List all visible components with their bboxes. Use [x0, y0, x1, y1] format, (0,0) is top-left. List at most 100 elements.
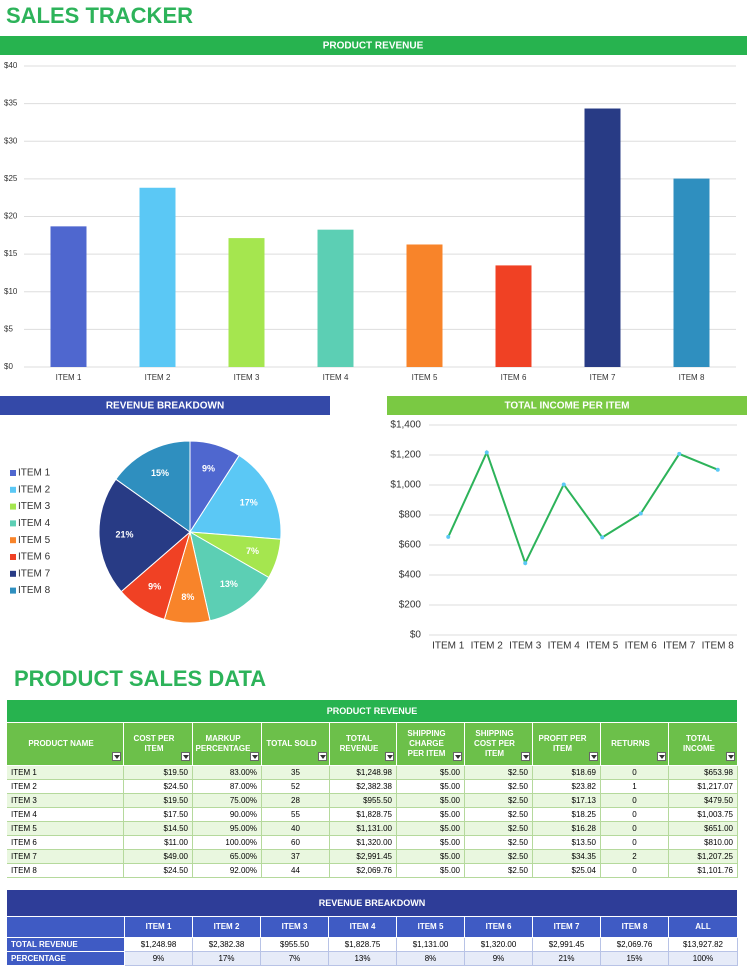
- bar: [317, 229, 354, 367]
- table-cell: 8%: [397, 952, 465, 966]
- filter-button[interactable]: [250, 752, 259, 761]
- table-cell: $5.00: [397, 780, 465, 794]
- legend-swatch: [10, 587, 16, 594]
- legend-swatch: [10, 554, 16, 560]
- table-cell: $2.50: [465, 808, 533, 822]
- table-cell: 0: [601, 766, 669, 780]
- table-cell: 0: [601, 822, 669, 836]
- table-cell: $2,382.38: [193, 938, 261, 952]
- slice-label: 15%: [151, 468, 169, 478]
- table-cell: $2.50: [465, 822, 533, 836]
- pie-slice: [98, 478, 191, 593]
- legend-swatch: [10, 570, 16, 577]
- filter-button[interactable]: [657, 752, 666, 761]
- column-header: PRODUCT NAME: [7, 723, 124, 766]
- filter-button[interactable]: [385, 752, 394, 761]
- table-cell: ITEM 1: [7, 766, 124, 780]
- table-cell: 40: [262, 822, 330, 836]
- table-cell: 9%: [125, 952, 193, 966]
- table-cell: $1,101.76: [669, 864, 738, 878]
- x-tick-label: ITEM 7: [663, 641, 696, 652]
- table-cell: $13.50: [533, 836, 601, 850]
- slice-label: 17%: [240, 497, 258, 507]
- table-cell: $2,991.45: [330, 850, 397, 864]
- table-cell: 92.00%: [193, 864, 262, 878]
- table-cell: 21%: [533, 952, 601, 966]
- table-cell: ITEM 1: [125, 917, 193, 938]
- table-cell: 90.00%: [193, 808, 262, 822]
- table-cell: $17.13: [533, 794, 601, 808]
- table-cell: 2: [601, 850, 669, 864]
- line: [447, 449, 719, 566]
- y-tick-label: $400: [399, 570, 422, 581]
- line-point: [715, 467, 720, 472]
- line-point: [600, 535, 605, 540]
- table-cell: 65.00%: [193, 850, 262, 864]
- table-cell: ITEM 6: [7, 836, 124, 850]
- table-cell: 15%: [601, 952, 669, 966]
- x-tick-label: ITEM 2: [145, 373, 171, 382]
- table-cell: $1,828.75: [329, 938, 397, 952]
- x-tick-label: ITEM 2: [471, 641, 504, 652]
- x-tick-label: ITEM 7: [590, 373, 616, 382]
- line-point: [484, 450, 489, 455]
- table-cell: ITEM 3: [7, 794, 124, 808]
- filter-button[interactable]: [453, 752, 462, 761]
- bar: [673, 178, 710, 367]
- pie-slice: [115, 440, 191, 533]
- x-tick-label: ITEM 5: [412, 373, 438, 382]
- legend-label: ITEM 7: [18, 568, 51, 579]
- table-cell: 7%: [261, 952, 329, 966]
- table-cell: ITEM 7: [533, 917, 601, 938]
- table-cell: $23.82: [533, 780, 601, 794]
- table-cell: [7, 917, 125, 938]
- y-tick-label: $1,200: [390, 450, 421, 461]
- x-tick-label: ITEM 6: [625, 641, 658, 652]
- table-cell: 28: [262, 794, 330, 808]
- table-cell: $2.50: [465, 766, 533, 780]
- y-tick-label: $600: [399, 540, 422, 551]
- table-cell: $5.00: [397, 836, 465, 850]
- chart-title: TOTAL INCOME PER ITEM: [504, 401, 629, 412]
- table-cell: $810.00: [669, 836, 738, 850]
- section-title: PRODUCT SALES DATA: [14, 666, 266, 691]
- filter-button[interactable]: [181, 752, 190, 761]
- table-cell: $1,320.00: [465, 938, 533, 952]
- table-cell: PERCENTAGE: [7, 952, 125, 966]
- table-cell: ITEM 6: [465, 917, 533, 938]
- table-cell: $651.00: [669, 822, 738, 836]
- legend-label: ITEM 6: [18, 552, 51, 563]
- table-cell: $1,131.00: [397, 938, 465, 952]
- filter-button[interactable]: [318, 752, 327, 761]
- filter-button[interactable]: [726, 752, 735, 761]
- table-cell: $1,320.00: [330, 836, 397, 850]
- bar: [50, 226, 87, 367]
- legend-swatch: [10, 470, 16, 476]
- y-tick-label: $0: [4, 362, 13, 371]
- table-cell: ITEM 4: [329, 917, 397, 938]
- table-cell: $1,248.98: [330, 766, 397, 780]
- table-cell: ITEM 4: [7, 808, 124, 822]
- y-tick-label: $200: [399, 600, 422, 611]
- table-cell: 52: [262, 780, 330, 794]
- filter-button[interactable]: [112, 752, 121, 761]
- legend-swatch: [10, 520, 16, 527]
- table-cell: $479.50: [669, 794, 738, 808]
- table-cell: 1: [601, 780, 669, 794]
- filter-button[interactable]: [521, 752, 530, 761]
- filter-button[interactable]: [589, 752, 598, 761]
- table-cell: $5.00: [397, 850, 465, 864]
- table-cell: 0: [601, 808, 669, 822]
- y-tick-label: $10: [4, 287, 18, 296]
- table-cell: $5.00: [397, 822, 465, 836]
- table-cell: $2.50: [465, 864, 533, 878]
- bar: [228, 238, 265, 367]
- table-cell: 75.00%: [193, 794, 262, 808]
- table-cell: $25.04: [533, 864, 601, 878]
- table-cell: ALL: [669, 917, 738, 938]
- y-tick-label: $800: [399, 510, 422, 521]
- x-tick-label: ITEM 8: [702, 641, 735, 652]
- table-cell: $18.69: [533, 766, 601, 780]
- table-cell: $1,248.98: [125, 938, 193, 952]
